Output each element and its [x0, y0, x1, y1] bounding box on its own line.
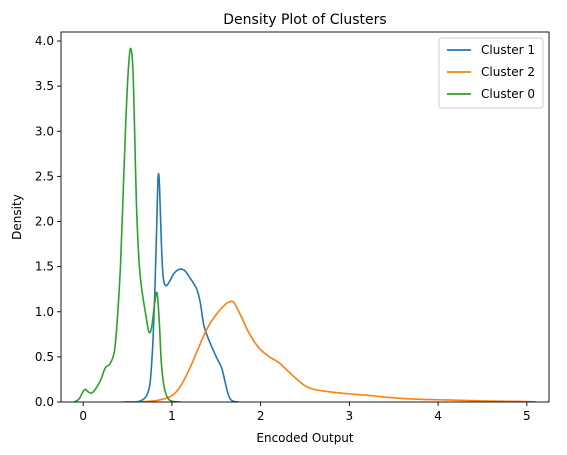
chart-title: Density Plot of Clusters [223, 12, 386, 28]
y-tick-label: 2.5 [35, 169, 54, 183]
x-tick-label: 3 [346, 409, 354, 423]
plot-frame [60, 31, 550, 403]
x-tick-label: 2 [257, 409, 265, 423]
y-tick-label: 0.0 [35, 395, 54, 409]
axes: 0 1 2 3 4 5 0.0 0.5 1.0 1.5 2.0 2.5 3.0 3.5 4.0 [35, 31, 550, 423]
y-tick-label: 0.5 [35, 350, 54, 364]
y-axis-label: Density [10, 194, 24, 240]
y-tick-label: 1.5 [35, 260, 54, 274]
y-tick-label: 3.5 [35, 79, 54, 93]
x-tick-label: 4 [434, 409, 442, 423]
legend-box [438, 37, 544, 109]
y-tick-label: 3.0 [35, 124, 54, 138]
legend-label-2: Cluster 0 [481, 87, 535, 101]
x-tick-label: 1 [168, 409, 176, 423]
series-line-2 [73, 47, 182, 402]
y-tick-label: 2.0 [35, 215, 54, 229]
series-line-0 [124, 172, 240, 402]
x-tick-label: 5 [523, 409, 531, 423]
x-tick-label: 0 [79, 409, 87, 423]
x-axis-label: Encoded Output [256, 431, 354, 445]
y-tick-label: 1.0 [35, 305, 54, 319]
y-tick-label: 4.0 [35, 34, 54, 48]
series-layer [73, 47, 537, 402]
series-line-1 [122, 300, 537, 402]
legend: Cluster 1 Cluster 2 Cluster 0 [438, 37, 544, 109]
legend-label-0: Cluster 1 [481, 43, 535, 57]
legend-label-1: Cluster 2 [481, 65, 535, 79]
